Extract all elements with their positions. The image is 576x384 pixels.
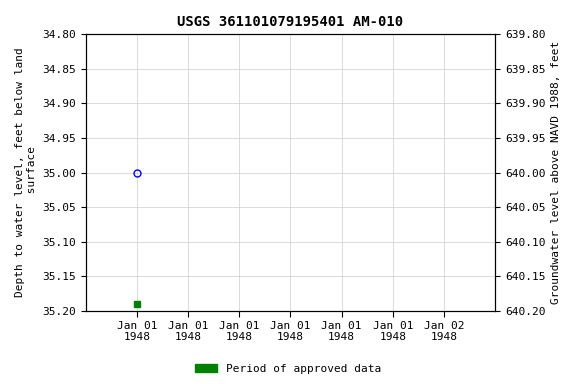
Y-axis label: Groundwater level above NAVD 1988, feet: Groundwater level above NAVD 1988, feet [551,41,561,304]
Title: USGS 361101079195401 AM-010: USGS 361101079195401 AM-010 [177,15,403,29]
Legend: Period of approved data: Period of approved data [191,359,385,379]
Y-axis label: Depth to water level, feet below land
 surface: Depth to water level, feet below land su… [15,48,37,298]
